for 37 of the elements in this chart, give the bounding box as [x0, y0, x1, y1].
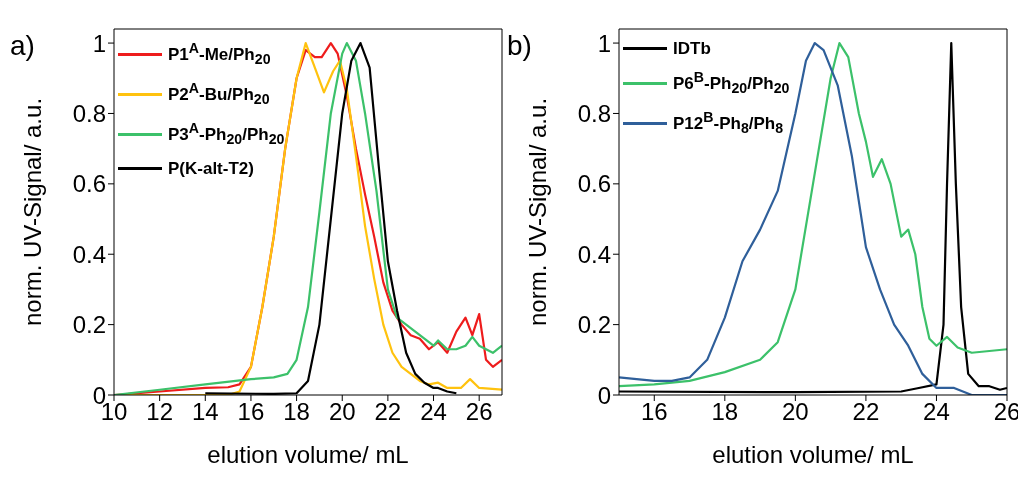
x-tick-label: 24	[923, 398, 950, 426]
legend-label: IDTb	[673, 38, 711, 60]
y-tick-label: 0.8	[577, 99, 611, 127]
y-tick-label: 1	[92, 29, 106, 57]
y-tick-label: 0.6	[577, 170, 611, 198]
x-tick-label: 26	[465, 398, 493, 426]
x-tick-label: 24	[420, 398, 447, 426]
legend-label: P1$^{A}$-Me/Ph$_{20}$	[168, 39, 271, 70]
text: a)	[10, 30, 35, 62]
legend-label: P(K-alt-T2)	[168, 158, 254, 181]
x-tick-label: 12	[146, 398, 173, 426]
x-tick-label: 18	[283, 398, 310, 426]
x-tick-label: 20	[782, 398, 809, 426]
y-tick-label: 0.2	[577, 311, 611, 339]
x-axis-title: elution volume/ mL	[207, 441, 409, 468]
x-tick-label: 16	[640, 398, 668, 426]
x-tick-label: 18	[711, 398, 739, 426]
y-tick-label: 0.4	[577, 240, 611, 268]
x-tick-label: 22	[374, 398, 402, 426]
x-tick-label: 14	[191, 398, 219, 426]
y-axis-title: norm. UV-Signal/ a.u.	[523, 97, 551, 327]
y-tick-label: 0.8	[72, 99, 106, 127]
x-axis-title: elution volume/ mL	[712, 441, 914, 468]
legend-label: P6$^{B}$-Ph$_{20}$/Ph$_{20}$	[673, 68, 790, 99]
x-tick-label: 22	[852, 398, 880, 426]
y-axis-title: norm. UV-Signal/ a.u.	[18, 97, 46, 327]
y-tick-label: 0.2	[72, 311, 106, 339]
legend-label: P12$^{B}$-Ph$_{8}$/Ph$_{8}$	[673, 108, 784, 139]
text: b)	[507, 30, 532, 62]
legend-label: P3$^{A}$-Ph$_{20}$/Ph$_{20}$	[168, 119, 285, 150]
y-tick-label: 0.4	[72, 240, 106, 268]
x-tick-label: 16	[237, 398, 265, 426]
legend-label: P2$^{A}$-Bu/Ph$_{20}$	[168, 79, 270, 110]
x-tick-label: 20	[328, 398, 356, 426]
y-tick-label: 0.6	[72, 170, 106, 198]
y-tick-label: 0	[597, 381, 611, 409]
y-tick-label: 1	[597, 29, 611, 57]
